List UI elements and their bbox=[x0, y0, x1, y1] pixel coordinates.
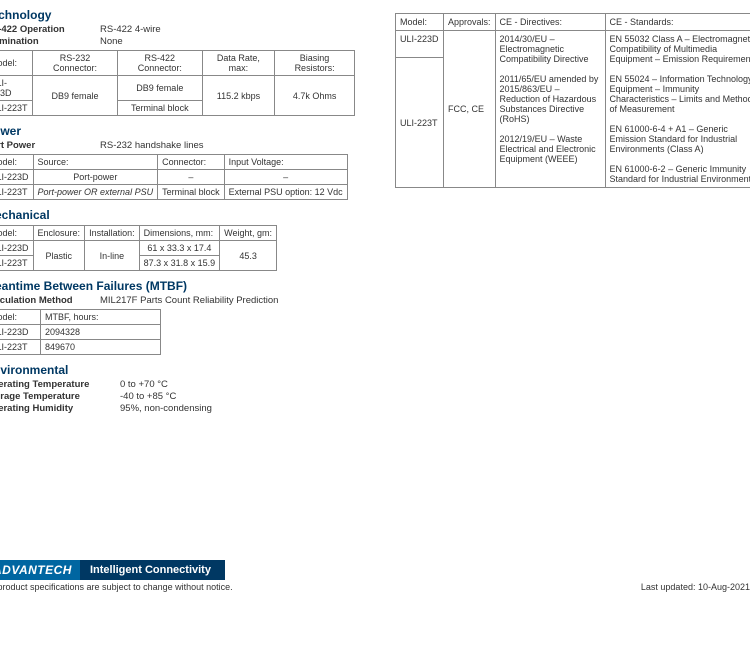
th: CE - Standards: bbox=[605, 14, 750, 31]
power-table: Model: Source: Connector: Input Voltage:… bbox=[0, 154, 348, 200]
spec-value: 95%, non-condensing bbox=[120, 403, 212, 414]
td: ULI-223D bbox=[0, 241, 33, 256]
td: Terminal block bbox=[117, 101, 202, 116]
left-column: Technology RS-422 Operation RS-422 4-wir… bbox=[0, 0, 355, 415]
td: Port-power bbox=[33, 170, 158, 185]
td: ULI-223D bbox=[0, 325, 41, 340]
td: 2014/30/EU – Electromagnetic Compatibili… bbox=[495, 31, 605, 188]
mech-table: Model: Enclosure: Installation: Dimensio… bbox=[0, 225, 277, 271]
spec-label: Operating Temperature bbox=[0, 379, 120, 390]
th: Input Voltage: bbox=[224, 155, 347, 170]
td: Terminal block bbox=[158, 185, 225, 200]
spec-value: RS-232 handshake lines bbox=[100, 140, 204, 151]
th: RS-422 Connector: bbox=[117, 51, 202, 76]
td: ULI-223T bbox=[396, 58, 444, 188]
footer-date: Last updated: 10-Aug-2021 bbox=[641, 582, 750, 592]
brand-logo: ADVANTECH bbox=[0, 560, 80, 580]
th: Model: bbox=[0, 155, 33, 170]
td: In-line bbox=[85, 241, 140, 271]
th: Connector: bbox=[158, 155, 225, 170]
footer-notice-row: All product specifications are subject t… bbox=[0, 582, 750, 592]
spec-value: RS-422 4-wire bbox=[100, 24, 161, 35]
footer-notice: All product specifications are subject t… bbox=[0, 582, 233, 592]
td: ULI-223D bbox=[0, 76, 33, 101]
footer-tagline: Intelligent Connectivity bbox=[80, 564, 211, 576]
env-title: Environmental bbox=[0, 363, 355, 377]
td: 115.2 kbps bbox=[202, 76, 274, 116]
footer-bar: ADVANTECH Intelligent Connectivity bbox=[0, 560, 225, 580]
th: Installation: bbox=[85, 226, 140, 241]
td: DB9 female bbox=[33, 76, 118, 116]
th: Approvals: bbox=[444, 14, 496, 31]
th: RS-232 Connector: bbox=[33, 51, 118, 76]
td: – bbox=[158, 170, 225, 185]
spec-value: -40 to +85 °C bbox=[120, 391, 176, 402]
tech-title: Technology bbox=[0, 8, 355, 22]
td: External PSU option: 12 Vdc bbox=[224, 185, 347, 200]
td: Plastic bbox=[33, 241, 85, 271]
td: ULI-223T bbox=[0, 185, 33, 200]
power-title: Power bbox=[0, 124, 355, 138]
tech-table: Model: RS-232 Connector: RS-422 Connecto… bbox=[0, 50, 355, 116]
th: Biasing Resistors: bbox=[275, 51, 355, 76]
td: 61 x 33.3 x 17.4 bbox=[139, 241, 220, 256]
th: Weight, gm: bbox=[220, 226, 277, 241]
td: ULI-223T bbox=[0, 101, 33, 116]
th: Dimensions, mm: bbox=[139, 226, 220, 241]
spec-label: Storage Temperature bbox=[0, 391, 120, 402]
td: 87.3 x 31.8 x 15.9 bbox=[139, 256, 220, 271]
td: EN 55032 Class A – Electromagnetic Compa… bbox=[605, 31, 750, 188]
spec-label: Operating Humidity bbox=[0, 403, 120, 414]
td: – bbox=[224, 170, 347, 185]
th: Model: bbox=[396, 14, 444, 31]
th: CE - Directives: bbox=[495, 14, 605, 31]
compliance-table: Model: Approvals: CE - Directives: CE - … bbox=[395, 13, 750, 188]
spec-label: Calculation Method bbox=[0, 295, 100, 306]
spec-label: Termination bbox=[0, 36, 100, 47]
td: FCC, CE bbox=[444, 31, 496, 188]
spec-value: MIL217F Parts Count Reliability Predicti… bbox=[100, 295, 278, 306]
spec-row: Calculation Method MIL217F Parts Count R… bbox=[0, 295, 355, 306]
td: Port-power OR external PSU bbox=[33, 185, 158, 200]
spec-label: Port Power bbox=[0, 140, 100, 151]
mech-title: Mechanical bbox=[0, 208, 355, 222]
spec-row: RS-422 Operation RS-422 4-wire bbox=[0, 24, 355, 35]
footer: ADVANTECH Intelligent Connectivity All p… bbox=[0, 560, 750, 592]
th: Source: bbox=[33, 155, 158, 170]
mtbf-table: Model: MTBF, hours: ULI-223D 2094328 ULI… bbox=[0, 309, 161, 355]
spec-row: Storage Temperature -40 to +85 °C bbox=[0, 391, 355, 402]
td: DB9 female bbox=[117, 76, 202, 101]
spec-row: Operating Temperature 0 to +70 °C bbox=[0, 379, 355, 390]
th: Model: bbox=[0, 51, 33, 76]
spec-value: 0 to +70 °C bbox=[120, 379, 168, 390]
th: MTBF, hours: bbox=[41, 310, 161, 325]
th: Model: bbox=[0, 226, 33, 241]
td: ULI-223T bbox=[0, 256, 33, 271]
right-column: Model: Approvals: CE - Directives: CE - … bbox=[395, 10, 750, 194]
td: 45.3 bbox=[220, 241, 277, 271]
td: ULI-223T bbox=[0, 340, 41, 355]
spec-row: Operating Humidity 95%, non-condensing bbox=[0, 403, 355, 414]
th: Model: bbox=[0, 310, 41, 325]
td: 849670 bbox=[41, 340, 161, 355]
spec-row: Port Power RS-232 handshake lines bbox=[0, 140, 355, 151]
spec-row: Termination None bbox=[0, 36, 355, 47]
spec-value: None bbox=[100, 36, 123, 47]
td: ULI-223D bbox=[0, 170, 33, 185]
td: 4.7k Ohms bbox=[275, 76, 355, 116]
th: Enclosure: bbox=[33, 226, 85, 241]
th: Data Rate, max: bbox=[202, 51, 274, 76]
spec-label: RS-422 Operation bbox=[0, 24, 100, 35]
mtbf-title: Meantime Between Failures (MTBF) bbox=[0, 279, 355, 293]
td: 2094328 bbox=[41, 325, 161, 340]
td: ULI-223D bbox=[396, 31, 444, 58]
